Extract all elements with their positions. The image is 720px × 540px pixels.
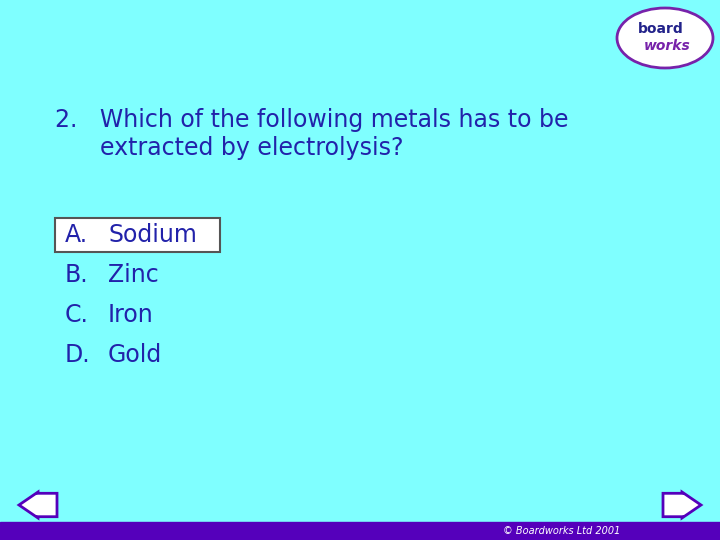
Text: Sodium: Sodium: [108, 223, 197, 247]
Text: extracted by electrolysis?: extracted by electrolysis?: [55, 136, 403, 160]
Text: C.: C.: [65, 303, 89, 327]
Bar: [0, 522, 720, 540]
Text: board: board: [638, 22, 684, 36]
Text: Gold: Gold: [108, 343, 162, 367]
Text: Zinc: Zinc: [108, 263, 158, 287]
Text: A.: A.: [65, 223, 88, 247]
Text: 2.   Which of the following metals has to be: 2. Which of the following metals has to …: [55, 108, 569, 132]
Polygon shape: [19, 492, 57, 518]
Text: D.: D.: [65, 343, 91, 367]
Text: B.: B.: [65, 263, 89, 287]
Text: Iron: Iron: [108, 303, 154, 327]
Bar: [55, 218, 220, 252]
Polygon shape: [663, 492, 701, 518]
Ellipse shape: [617, 8, 713, 68]
Text: © Boardworks Ltd 2001: © Boardworks Ltd 2001: [503, 526, 620, 536]
Text: works: works: [644, 39, 690, 53]
